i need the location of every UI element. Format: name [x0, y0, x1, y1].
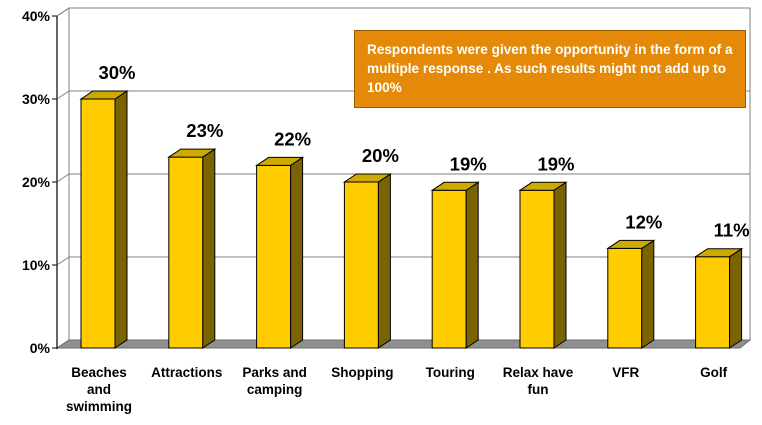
bar-front: [256, 164, 292, 349]
value-label: 11%: [714, 220, 750, 241]
bar: [167, 148, 217, 349]
bar-top: [254, 156, 305, 166]
bar-top: [518, 181, 568, 191]
y-tick-label: 0%: [30, 340, 51, 356]
y-axis-ticks: 0% 10% 20% 30% 40%: [22, 8, 57, 356]
bar-side: [202, 148, 216, 349]
y-tick-label: 30%: [22, 91, 51, 107]
value-label: 23%: [186, 120, 223, 141]
category-labels: Beaches and swimming Attractions Parks and ca…: [66, 365, 728, 414]
chart-floor: [55, 339, 752, 349]
bar: [342, 173, 393, 349]
value-label: 12%: [625, 211, 662, 232]
value-label: 19%: [537, 153, 574, 174]
bar-top: [167, 148, 217, 158]
bar: [693, 247, 744, 349]
bar: [79, 90, 129, 349]
value-label: 30%: [98, 62, 135, 83]
value-label: 20%: [362, 145, 399, 166]
value-label: 22%: [274, 128, 311, 149]
category-label: Parks and camping: [242, 365, 307, 397]
bars: [79, 90, 744, 349]
annotation-text: Respondents were given the opportunity i…: [367, 42, 733, 95]
bar-front: [343, 181, 379, 349]
bar-top: [430, 181, 480, 191]
bar-side: [729, 247, 743, 349]
value-label: 19%: [450, 153, 487, 174]
category-label: Relax have fun: [503, 365, 574, 397]
bar: [430, 181, 480, 349]
category-label: Golf: [700, 365, 727, 380]
gridline: [56, 7, 750, 17]
y-tick-label: 40%: [22, 8, 51, 24]
bar-front: [431, 189, 467, 349]
bar-top: [606, 239, 656, 249]
bar: [606, 239, 656, 349]
bar: [518, 181, 568, 349]
category-label: Shopping: [331, 365, 393, 380]
annotation-box: Respondents were given the opportunity i…: [354, 30, 746, 108]
bar-side: [114, 90, 128, 349]
bar-top: [79, 90, 129, 100]
bar-top: [342, 173, 393, 183]
category-label: VFR: [612, 365, 639, 380]
bar-front: [168, 156, 204, 349]
y-tick-label: 10%: [22, 257, 51, 273]
bar-side: [377, 173, 391, 349]
category-label: Attractions: [151, 365, 222, 380]
bar-front: [695, 256, 731, 349]
bar: [254, 156, 305, 349]
y-tick-label: 20%: [22, 174, 51, 190]
category-label: Beaches and swimming: [66, 365, 132, 414]
bar-side: [465, 181, 479, 349]
value-labels: 30% 23% 22% 20% 19% 19% 12% 11%: [98, 62, 749, 241]
gridline: [56, 173, 750, 183]
category-label: Touring: [426, 365, 475, 380]
bar-front: [607, 247, 643, 349]
bar-side: [290, 156, 304, 349]
bar-side: [553, 181, 567, 349]
bar-side: [641, 239, 655, 349]
bar-front: [80, 98, 116, 349]
bar-top: [693, 248, 744, 258]
bar-front: [519, 189, 555, 349]
